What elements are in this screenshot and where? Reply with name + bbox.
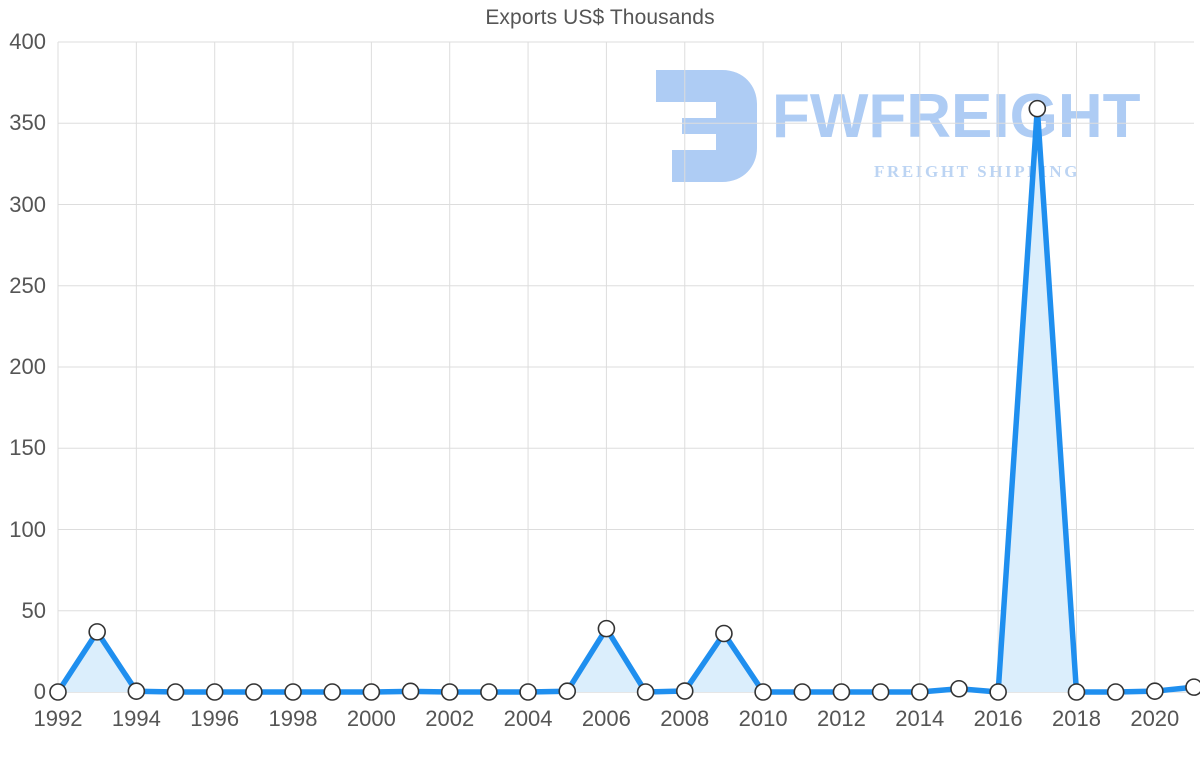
x-axis-tick-label: 2012: [816, 706, 866, 731]
data-point-marker[interactable]: [675, 682, 694, 700]
x-axis-tick-label: 2016: [973, 706, 1023, 731]
data-point-marker[interactable]: [284, 683, 302, 701]
x-axis-tick-label: 2020: [1130, 706, 1180, 731]
series-markers: [49, 99, 1200, 701]
x-axis-tick-label: 2010: [738, 706, 788, 731]
y-axis-tick-label: 50: [21, 597, 46, 623]
data-point-marker[interactable]: [597, 619, 616, 638]
data-point-marker[interactable]: [715, 624, 733, 643]
data-point-marker[interactable]: [362, 683, 381, 701]
data-point-marker[interactable]: [793, 683, 812, 701]
data-point-marker[interactable]: [127, 682, 146, 700]
x-axis-tick-label: 2014: [895, 706, 945, 731]
y-axis-tick-label: 150: [9, 435, 46, 461]
chart-title: Exports US$ Thousands: [485, 6, 715, 29]
data-point-marker[interactable]: [1028, 99, 1047, 118]
x-axis-tick-label: 2008: [660, 706, 710, 731]
y-axis-tick-label: 250: [9, 272, 46, 298]
data-point-marker[interactable]: [245, 683, 263, 701]
data-point-marker[interactable]: [166, 683, 185, 701]
data-point-marker[interactable]: [558, 682, 577, 700]
y-axis-tick-label: 0: [33, 679, 46, 704]
y-axis-tick-label: 300: [9, 191, 46, 217]
data-point-marker[interactable]: [519, 683, 537, 701]
grid-lines: [57, 41, 1194, 693]
data-point-marker[interactable]: [49, 683, 67, 701]
data-point-marker[interactable]: [989, 683, 1007, 701]
data-point-marker[interactable]: [754, 683, 772, 701]
y-axis-tick-label: 400: [9, 29, 46, 54]
data-point-marker[interactable]: [205, 683, 224, 701]
data-point-marker[interactable]: [401, 682, 420, 701]
data-point-marker[interactable]: [1067, 683, 1086, 701]
x-axis-tick-label: 1996: [190, 706, 240, 731]
x-axis-tick-label: 1994: [111, 706, 161, 731]
data-point-marker[interactable]: [871, 683, 890, 701]
data-point-marker[interactable]: [832, 683, 851, 701]
data-point-marker[interactable]: [1106, 683, 1125, 701]
x-axis-tick-label: 2018: [1051, 706, 1101, 731]
y-axis-tick-label: 100: [9, 516, 46, 542]
x-axis-tick-label: 1998: [268, 706, 318, 731]
x-axis-tick-label: 2002: [425, 706, 475, 731]
y-axis-tick-label: 200: [9, 354, 46, 379]
x-axis-tick-label: 2006: [581, 706, 631, 731]
data-point-marker[interactable]: [1185, 678, 1200, 696]
x-axis-tick-label: 2000: [346, 706, 396, 731]
y-axis-tick-label: 350: [9, 110, 46, 136]
data-point-marker[interactable]: [950, 679, 968, 698]
data-point-marker[interactable]: [440, 683, 459, 701]
x-axis-tick-label: 1992: [33, 706, 83, 731]
data-point-marker[interactable]: [480, 683, 498, 701]
x-axis-tick-label: 2004: [503, 706, 553, 731]
series-area-fill: [58, 108, 1194, 692]
data-point-marker[interactable]: [1146, 682, 1164, 700]
data-point-marker[interactable]: [636, 683, 655, 701]
data-point-marker[interactable]: [910, 683, 929, 701]
data-point-marker[interactable]: [323, 683, 342, 701]
data-point-marker[interactable]: [88, 623, 106, 641]
